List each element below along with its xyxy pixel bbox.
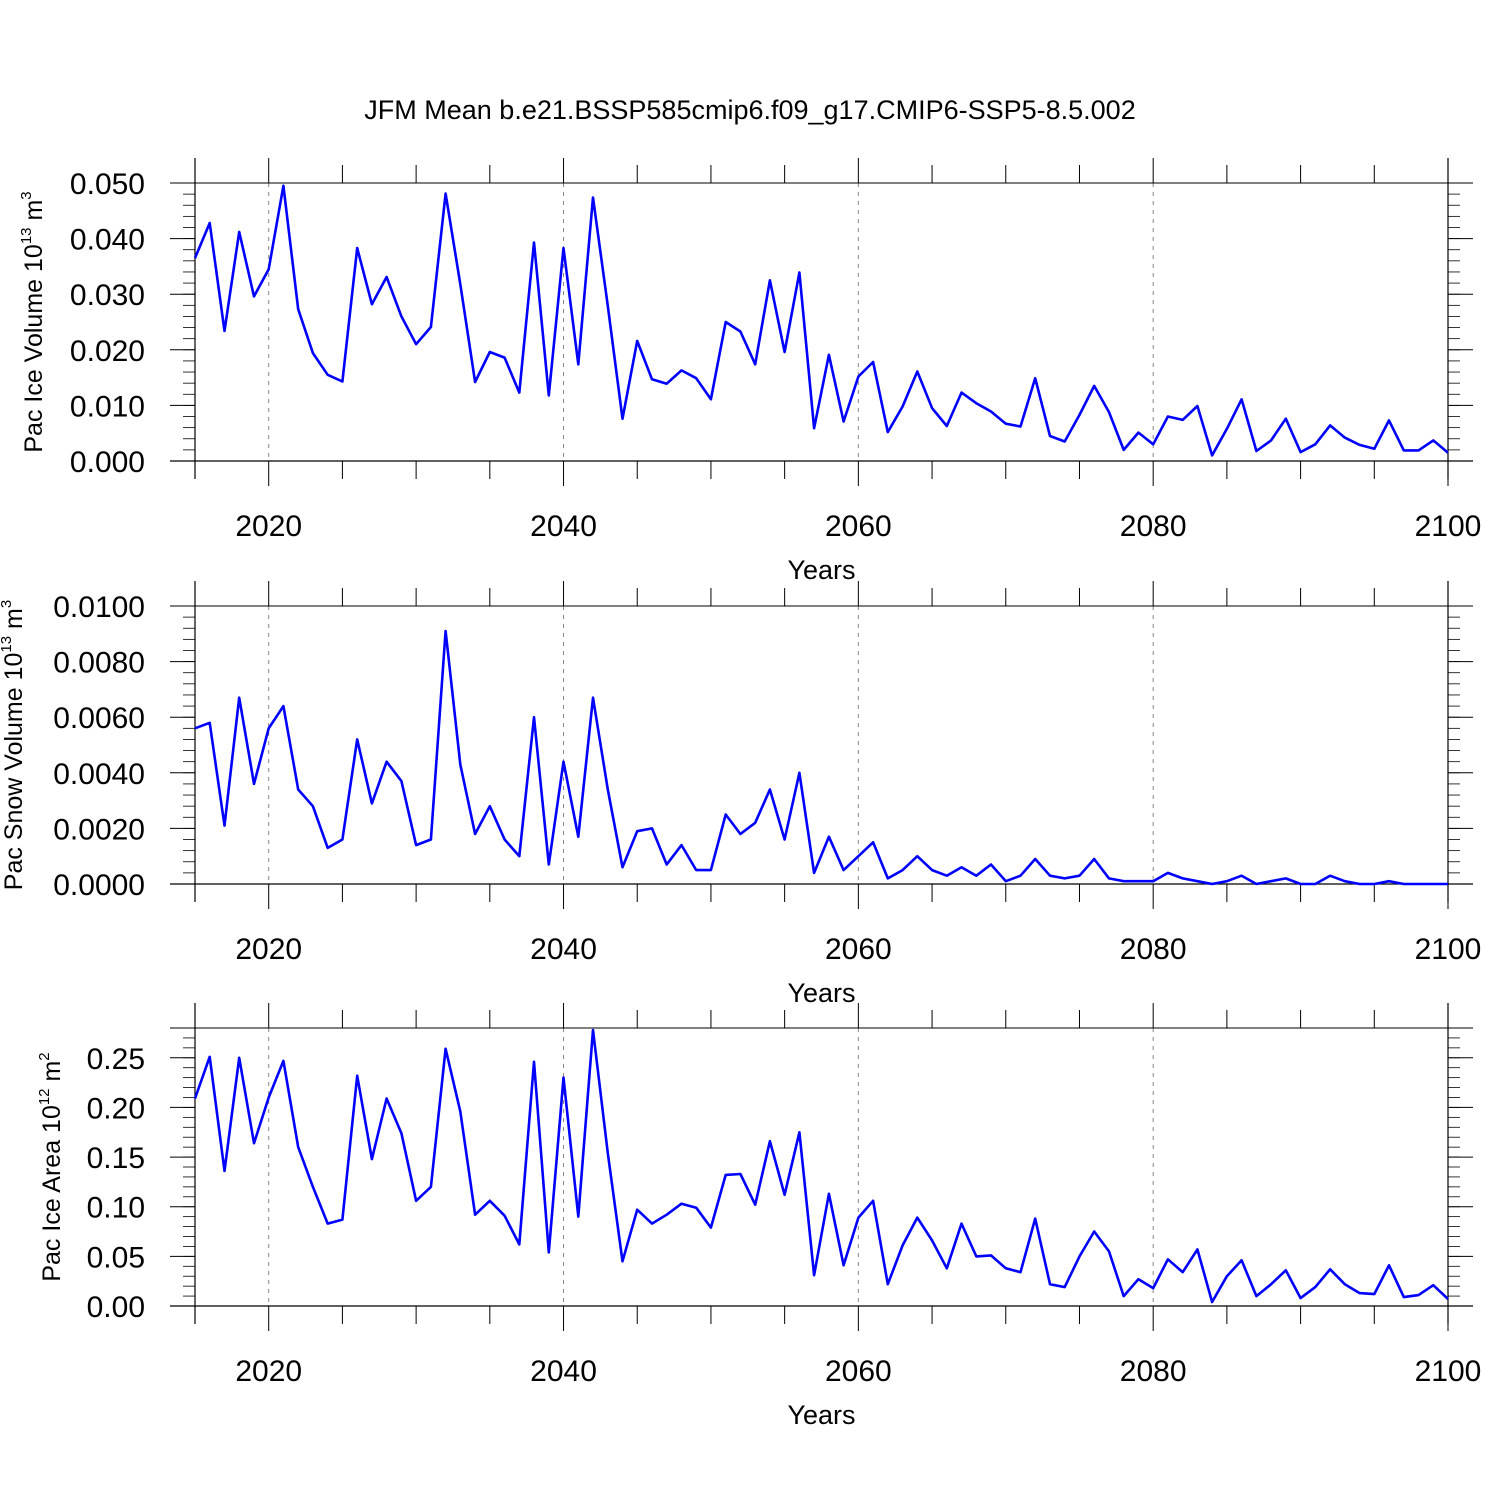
y-axis-label-unit-exponent: 3: [18, 191, 35, 199]
y-tick-label: 0.000: [70, 446, 145, 479]
y-tick-label: 0.030: [70, 279, 145, 312]
y-tick-label: 0.0000: [53, 869, 145, 902]
y-axis-label-text: Pac Ice Area 10: [38, 1105, 66, 1282]
x-tick-label: 2020: [235, 1355, 302, 1388]
y-tick-label: 0.0100: [53, 591, 145, 624]
x-axis-label: Years: [787, 978, 855, 1008]
y-axis-label-exponent: 12: [36, 1088, 53, 1105]
y-tick-label: 0.10: [87, 1192, 145, 1225]
y-tick-label: 0.0040: [53, 758, 145, 791]
y-tick-label: 0.010: [70, 390, 145, 423]
y-tick-label: 0.0020: [53, 813, 145, 846]
x-tick-label: 2060: [825, 1355, 892, 1388]
panel-1: 0.000 0.010 0.020 0.030 0.040 0.050 2020 2040 20…: [18, 158, 1481, 585]
x-tick-label: 2080: [1120, 933, 1187, 966]
y-axis-label-unit: m: [0, 608, 28, 636]
y-axis-label-unit-exponent: 2: [36, 1052, 53, 1060]
x-tick-label: 2040: [530, 933, 597, 966]
x-tick-label: 2040: [530, 510, 597, 543]
x-tick-label: 2040: [530, 1355, 597, 1388]
y-tick-label: 0.050: [70, 168, 145, 201]
y-tick-label: 0.040: [70, 224, 145, 257]
y-tick-label: 0.0080: [53, 647, 145, 680]
series-line: [193, 1028, 1449, 1304]
y-tick-label: 0.15: [87, 1142, 145, 1175]
series-line: [194, 629, 1448, 886]
x-tick-label: 2060: [825, 510, 892, 543]
panel-3: 0.00 0.05 0.10 0.15 0.20 0.25 2020 2040 2060 2080…: [36, 1003, 1481, 1430]
y-axis-label: Pac Ice Volume 1013 m3: [18, 191, 48, 452]
y-axis-label-text: Pac Ice Volume 10: [20, 244, 48, 452]
x-tick-label: 2020: [235, 933, 302, 966]
y-axis-label-exponent: 13: [0, 636, 15, 653]
y-tick-label: 0.00: [87, 1291, 145, 1324]
series-line: [193, 184, 1449, 457]
x-tick-label: 2060: [825, 933, 892, 966]
y-tick-label: 0.020: [70, 335, 145, 368]
x-axis-label: Years: [787, 555, 855, 585]
y-axis-label-text: Pac Snow Volume 10: [0, 653, 28, 891]
figure-title: JFM Mean b.e21.BSSP585cmip6.f09_g17.CMIP…: [364, 95, 1135, 125]
y-axis-label-unit-exponent: 3: [0, 600, 15, 608]
y-axis-label-exponent: 13: [18, 227, 35, 244]
x-tick-label: 2100: [1415, 933, 1482, 966]
x-axis-label: Years: [787, 1400, 855, 1430]
x-tick-label: 2100: [1415, 510, 1482, 543]
y-tick-label: 0.20: [87, 1092, 145, 1125]
y-tick-label: 0.0060: [53, 702, 145, 735]
x-tick-label: 2080: [1120, 510, 1187, 543]
y-axis-label-unit: m: [38, 1061, 66, 1089]
y-tick-label: 0.25: [87, 1043, 145, 1076]
y-axis-label: Pac Ice Area 1012 m2: [36, 1052, 66, 1281]
y-tick-label: 0.05: [87, 1241, 145, 1274]
panel-2: 0.0000 0.0020 0.0040 0.0060 0.0080 0.0100 2020…: [0, 581, 1481, 1008]
y-axis-label-unit: m: [20, 200, 48, 228]
x-tick-label: 2020: [235, 510, 302, 543]
y-axis-label: Pac Snow Volume 1013 m3: [0, 600, 28, 890]
x-tick-label: 2100: [1415, 1355, 1482, 1388]
x-tick-label: 2080: [1120, 1355, 1187, 1388]
